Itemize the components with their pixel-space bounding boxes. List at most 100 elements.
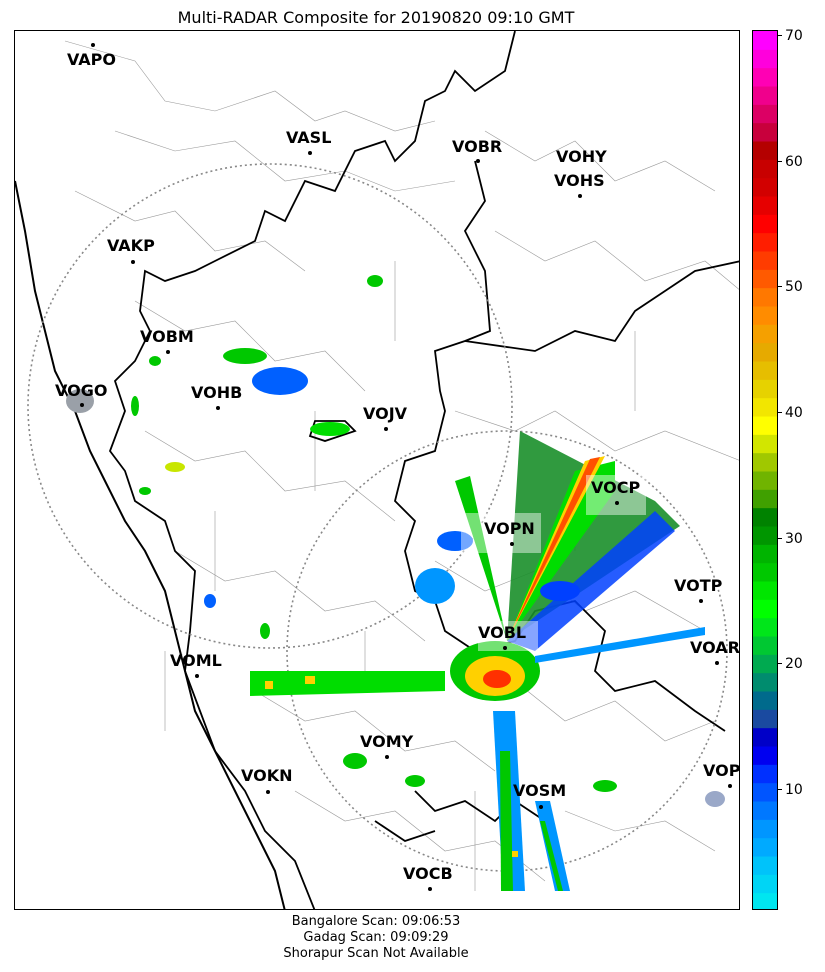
colorbar-band (753, 727, 777, 747)
colorbar-band (753, 141, 777, 160)
colorbar-band (753, 819, 777, 839)
colorbar-band (753, 654, 777, 674)
colorbar-tick: 60 (777, 155, 803, 169)
colorbar-band (753, 232, 777, 252)
colorbar-band (753, 416, 777, 435)
station-label: VOBM (140, 327, 194, 346)
colorbar-ticks: 70 60 50 40 30 20 10 (777, 29, 822, 910)
bangalore-scan-time: Bangalore Scan: 09:06:53 (291, 914, 461, 929)
station-label: VOCP (591, 478, 640, 497)
shorapur-scan-status: Shorapur Scan Not Available (283, 946, 469, 961)
coastline (15, 180, 286, 909)
station-VOPC: VOPC (703, 761, 740, 788)
station-label: VASL (286, 128, 331, 147)
station-label: VOML (170, 651, 222, 670)
colorbar-band (753, 489, 777, 509)
colorbar-band (753, 526, 777, 545)
station-label: VOKN (241, 766, 293, 785)
colorbar-tick: 40 (777, 406, 803, 420)
colorbar-band (753, 544, 777, 564)
station-VOBL: VOBL (478, 621, 538, 651)
map-canvas: VAPO VASL VOBR VOHY VOHS VAKP VOBM VOGO … (15, 31, 740, 909)
colorbar-band (753, 361, 777, 380)
colorbar-band (753, 306, 777, 325)
station-VOCP: VOCP (586, 475, 646, 515)
colorbar-band (753, 709, 777, 729)
station-label: VOHS (554, 171, 605, 190)
state-boundaries (108, 31, 739, 909)
colorbar-band (753, 104, 777, 124)
station-label: VOTP (674, 576, 723, 595)
colorbar-band (753, 49, 777, 69)
colorbar-tick: 20 (777, 657, 803, 671)
station-VOPN: VOPN (461, 513, 541, 553)
station-VOBR: VOBR (452, 137, 502, 163)
station-label: VOGO (55, 381, 107, 400)
station-VOCB: VOCB (403, 864, 453, 891)
station-VOML: VOML (170, 651, 222, 678)
station-label: VOBL (478, 623, 526, 642)
colorbar-band (753, 379, 777, 399)
station-VAKP: VAKP (107, 236, 155, 264)
colorbar-band (753, 122, 777, 142)
colorbar-band (753, 636, 777, 655)
station-VOAR: VOAR (690, 638, 739, 665)
colorbar-band (753, 507, 777, 527)
station-label: VOBR (452, 137, 502, 156)
colorbar-band (753, 159, 777, 179)
colorbar-band (753, 269, 777, 289)
colorbar-band (753, 214, 777, 234)
colorbar-band (753, 801, 777, 820)
colorbar-band (753, 67, 777, 87)
colorbar-band (753, 342, 777, 362)
colorbar-band (753, 86, 777, 105)
colorbar-band (753, 691, 777, 710)
colorbar-band (753, 581, 777, 600)
colorbar-band (753, 746, 777, 765)
station-label: VOJV (363, 404, 408, 423)
colorbar-band (753, 434, 777, 454)
station-label: VOHY (556, 147, 607, 166)
colorbar-band (753, 764, 777, 784)
colorbar-band (753, 782, 777, 802)
radar-map: VAPO VASL VOBR VOHY VOHS VAKP VOBM VOGO … (14, 30, 740, 910)
station-VASL: VASL (286, 128, 331, 155)
colorbar-band (753, 177, 777, 197)
station-label: VOPN (484, 519, 535, 538)
colorbar-tick: 30 (777, 532, 803, 546)
colorbar-band (753, 471, 777, 490)
colorbar-band (753, 617, 777, 637)
station-VAPO: VAPO (67, 43, 116, 69)
station-VOSM: VOSM (513, 781, 566, 809)
colorbar-band (753, 856, 777, 875)
colorbar-band (753, 251, 777, 270)
station-VOTP: VOTP (674, 576, 723, 603)
colorbar-band (753, 874, 777, 894)
colorbar-band (753, 892, 777, 909)
colorbar (752, 30, 778, 910)
station-label: VOPC (703, 761, 740, 780)
scan-times: Bangalore Scan: 09:06:53 Gadag Scan: 09:… (0, 914, 752, 962)
colorbar-gradient (753, 31, 777, 909)
colorbar-band (753, 452, 777, 472)
colorbar-band (753, 562, 777, 582)
station-label: VOCB (403, 864, 453, 883)
station-label: VAKP (107, 236, 155, 255)
station-label: VOMY (360, 732, 414, 751)
colorbar-band (753, 31, 777, 50)
colorbar-band (753, 324, 777, 344)
colorbar-band (753, 672, 777, 692)
radar-echoes (66, 275, 725, 891)
colorbar-band (753, 287, 777, 307)
station-VOGO: VOGO (55, 381, 107, 407)
colorbar-band (753, 837, 777, 857)
colorbar-band (753, 196, 777, 215)
station-VOHB: VOHB (191, 383, 242, 410)
station-VOMY: VOMY (360, 732, 414, 759)
colorbar-tick: 70 (777, 29, 803, 43)
station-label: VOHB (191, 383, 242, 402)
station-markers: VAPO VASL VOBR VOHY VOHS VAKP VOBM VOGO … (55, 43, 740, 891)
station-VOBM: VOBM (140, 327, 194, 354)
station-VOHY: VOHY (556, 147, 607, 166)
station-label: VAPO (67, 50, 116, 69)
